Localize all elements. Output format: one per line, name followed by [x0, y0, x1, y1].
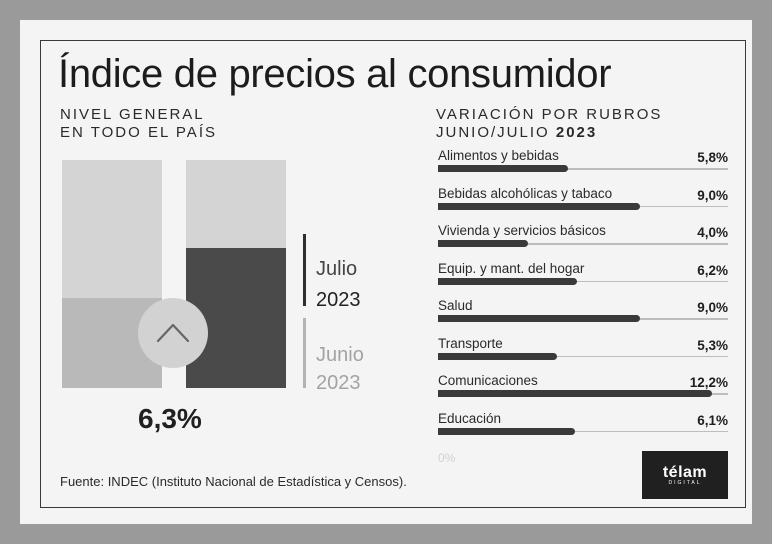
rubro-value-label: 12,2%	[689, 375, 728, 390]
rubro-value-label: 9,0%	[697, 300, 728, 315]
rubro-row: Bebidas alcohólicas y tabaco 9,0%	[438, 186, 728, 224]
rubro-value-label: 6,2%	[697, 262, 728, 278]
rubro-value-label: 5,3%	[697, 337, 728, 353]
rubro-row: Comunicaciones 12,2%	[438, 373, 728, 411]
rubro-label: Salud	[438, 298, 473, 313]
rubros-title-year: 2023	[555, 124, 598, 141]
rubro-label: Bebidas alcohólicas y tabaco	[438, 185, 613, 201]
rubros-title-line1: VARIACIÓN POR RUBROS	[436, 106, 663, 123]
rubro-row: Vivienda y servicios básicos 4,0%	[438, 223, 728, 261]
rubro-bar	[438, 165, 568, 172]
rubro-row: Transporte 5,3%	[438, 336, 728, 374]
rubro-value-label: 9,0%	[697, 187, 728, 203]
rubro-track	[438, 243, 728, 245]
legend-junio-month: Junio	[316, 344, 364, 366]
junio-block-upper	[62, 160, 162, 298]
source-note: Fuente: INDEC (Instituto Nacional de Est…	[60, 474, 407, 489]
telam-logo-text: télam	[662, 464, 708, 481]
rubro-label: Vivienda y servicios básicos	[438, 223, 606, 238]
legend-julio-month: Julio	[316, 258, 358, 280]
rubro-row: Salud 9,0%	[438, 298, 728, 336]
rubro-track	[438, 280, 728, 282]
julio-block-upper	[186, 160, 286, 248]
rubro-bar	[438, 277, 577, 285]
rubro-row: Educación 6,1%	[438, 411, 728, 449]
telam-logo-subtext: DIGITAL	[668, 480, 702, 486]
rubro-track	[438, 430, 728, 432]
legend-julio-year: 2023	[316, 289, 361, 311]
rubro-label: Equip. y mant. del hogar	[438, 260, 585, 276]
rubro-track	[438, 168, 728, 170]
rubro-label: Transporte	[438, 335, 503, 351]
rubro-label: Comunicaciones	[438, 373, 538, 388]
rubro-track	[438, 355, 728, 357]
rubros-title-period: JUNIO/JULIO	[436, 124, 550, 141]
left-subtitle-line1: NIVEL GENERAL	[60, 106, 205, 123]
infographic-frame	[40, 40, 746, 508]
headline-value: 6,3%	[138, 403, 202, 434]
chevron-up-icon	[138, 298, 208, 368]
axis-zero-label: 0%	[438, 451, 456, 465]
telam-logo: télam DIGITAL	[642, 451, 728, 499]
rubro-value-label: 6,1%	[697, 412, 728, 428]
legend-julio-marker	[303, 234, 306, 306]
rubro-bar	[438, 240, 528, 247]
rubro-value-label: 4,0%	[697, 225, 728, 240]
legend-junio-year: 2023	[316, 372, 361, 394]
rubro-value-label: 5,8%	[697, 150, 728, 165]
rubro-bar	[438, 352, 557, 360]
rubro-bar	[438, 390, 712, 397]
rubro-bar	[438, 315, 640, 322]
rubro-row: Alimentos y bebidas 5,8%	[438, 148, 728, 186]
rubros-title-line2: JUNIO/JULIO 2023	[436, 124, 597, 141]
left-subtitle-line2: EN TODO EL PAÍS	[60, 124, 217, 141]
page-title: Índice de precios al consumidor	[58, 52, 612, 96]
rubro-bar	[438, 202, 640, 210]
rubro-label: Alimentos y bebidas	[438, 148, 559, 163]
legend-junio-marker	[303, 318, 306, 388]
rubro-row: Equip. y mant. del hogar 6,2%	[438, 261, 728, 299]
rubro-bar	[438, 427, 575, 435]
rubro-label: Educación	[438, 410, 502, 426]
